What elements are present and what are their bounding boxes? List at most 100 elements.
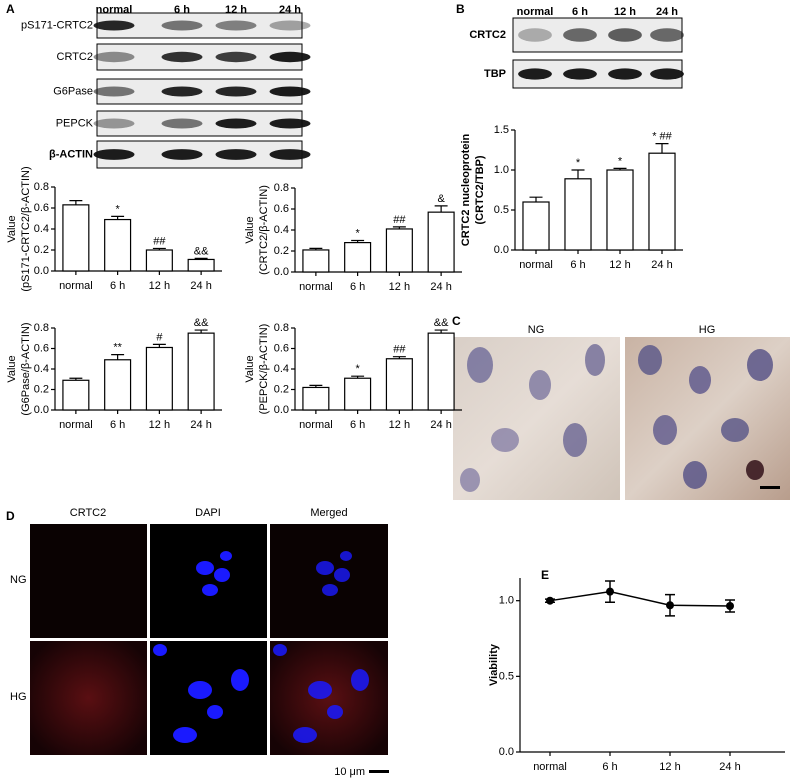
blot-band: [215, 20, 257, 31]
error-bar: [309, 247, 323, 250]
y-tick-label: 0.2: [274, 245, 289, 257]
x-tick-label: 24 h: [719, 761, 740, 773]
blot-band: [215, 118, 257, 129]
x-tick-label: 12 h: [149, 280, 170, 292]
annotation: &: [437, 193, 445, 205]
error-bar: [152, 343, 166, 348]
y-tick-label: 0.8: [274, 182, 289, 194]
row-label: NG: [10, 574, 27, 586]
bar: [302, 386, 330, 411]
y-tick-label: 0.6: [274, 203, 289, 215]
blot-band: [161, 118, 203, 129]
x-tick-label: 12 h: [149, 419, 170, 431]
column-label: DAPI: [195, 507, 221, 519]
lane-label: 6 h: [572, 6, 588, 18]
bar: [606, 169, 634, 251]
blot-band: [161, 149, 203, 160]
y-axis-label: CRTC2 nucleoprotein: [460, 133, 472, 246]
x-tick-label: 24 h: [651, 259, 672, 271]
annotation: *: [355, 363, 360, 375]
annotation: *: [355, 227, 360, 239]
y-tick-label: 0.0: [494, 244, 509, 256]
x-tick-label: 12 h: [659, 761, 680, 773]
bar: [187, 258, 215, 272]
x-tick-label: 24 h: [430, 419, 451, 431]
blot-band: [215, 86, 257, 97]
point: [666, 601, 674, 610]
annotation: ##: [393, 214, 406, 226]
bar: [187, 332, 215, 411]
error-bar: [655, 143, 669, 154]
x-tick-label: 6 h: [110, 419, 125, 431]
y-tick-label: 0.2: [274, 383, 289, 395]
micrograph-ng: [453, 337, 620, 500]
error-bar: [351, 375, 365, 379]
point: [726, 601, 734, 610]
y-tick-label: 0.0: [499, 746, 514, 758]
x-tick-label: 12 h: [389, 419, 410, 431]
bar: [62, 204, 90, 272]
x-tick-label: normal: [59, 280, 93, 292]
panel-label: C: [452, 314, 461, 328]
y-tick-label: 0.4: [274, 363, 289, 375]
y-tick-label: 0.6: [34, 202, 49, 214]
blot-band: [518, 28, 552, 42]
blot-band: [93, 51, 135, 63]
panel-label: B: [456, 2, 465, 16]
x-tick-label: 6 h: [602, 761, 617, 773]
error-bar: [111, 354, 125, 360]
bar: [522, 201, 550, 251]
annotation: &&: [194, 317, 209, 329]
blot-band: [269, 86, 311, 97]
blot-band: [215, 149, 257, 160]
error-bar: [111, 215, 125, 220]
blot-band: [93, 149, 135, 160]
annotation: ##: [153, 235, 166, 247]
error-bar: [392, 356, 406, 359]
error-bar: [152, 247, 166, 250]
x-tick-label: normal: [59, 419, 93, 431]
annotation: *: [618, 155, 623, 167]
bar: [302, 249, 330, 273]
x-tick-label: 12 h: [609, 259, 630, 271]
y-tick-label: 0.5: [494, 204, 509, 216]
y-axis-label: (PEPCK/β-ACTIN): [258, 324, 270, 415]
micrograph-label: HG: [699, 324, 716, 336]
annotation: &&: [434, 317, 449, 329]
blot-band: [269, 149, 311, 160]
y-tick-label: 0.5: [499, 670, 514, 682]
blot-band: [161, 20, 203, 31]
bar: [145, 249, 173, 272]
y-tick-label: 0.6: [274, 342, 289, 354]
x-tick-label: 24 h: [190, 419, 211, 431]
error-bar: [434, 205, 448, 213]
annotation: * ##: [652, 131, 672, 143]
y-tick-label: 0.8: [34, 181, 49, 193]
column-label: CRTC2: [70, 507, 106, 519]
y-axis-label: Viability: [488, 643, 500, 686]
blot-band: [650, 68, 684, 80]
x-tick-label: normal: [519, 259, 553, 271]
error-bar: [392, 226, 406, 229]
blot-band: [608, 68, 642, 80]
lane-label: 12 h: [614, 6, 636, 18]
point: [606, 587, 614, 596]
bar: [385, 358, 413, 411]
y-tick-label: 0.4: [34, 363, 49, 375]
y-axis-label: Value: [244, 216, 256, 243]
blot-band: [269, 118, 311, 129]
error-bar: [351, 239, 365, 243]
y-tick-label: 0.8: [34, 322, 49, 334]
blot-band: [518, 68, 552, 80]
fluorescence-grid: [30, 524, 388, 755]
y-axis-label: Value: [6, 355, 18, 382]
annotation: *: [115, 203, 120, 215]
y-tick-label: 0.0: [274, 404, 289, 416]
y-axis-label: (pS171-CRTC2/β-ACTIN): [20, 166, 32, 291]
scale-bar-label: 10 μm: [334, 766, 365, 778]
y-tick-label: 1.5: [494, 124, 509, 136]
y-tick-label: 0.0: [34, 404, 49, 416]
row-label: TBP: [484, 68, 506, 80]
row-label: CRTC2: [57, 51, 93, 63]
